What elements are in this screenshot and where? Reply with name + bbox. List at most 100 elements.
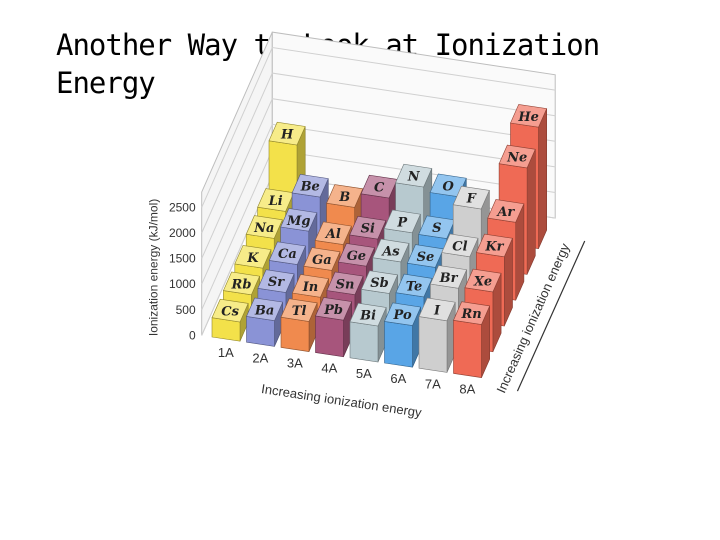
bar-top [453,301,491,325]
bar-ba: Ba [246,297,284,347]
element-symbol: In [302,280,319,295]
bar-top [245,215,283,239]
bar-pb: Pb [315,297,353,358]
element-symbol: Ba [254,303,274,318]
element-symbol: Cl [452,239,467,254]
bar-top [429,265,468,289]
bar-top [268,121,306,146]
bar-top [464,268,502,293]
element-symbol: Ca [278,247,297,262]
y-tick-label: 500 [176,303,196,317]
group-label: 1A [218,345,234,360]
element-symbol: K [246,251,259,266]
bar-front [453,319,482,378]
bar-top [337,243,375,267]
y-tick-label: 0 [189,328,196,342]
element-symbol: Pb [323,303,343,318]
bar-top [257,269,295,293]
element-symbol: Ne [506,150,527,165]
group-label: 8A [459,381,475,396]
bar-front [315,315,344,358]
bar-top [360,270,399,294]
element-symbol: I [433,303,441,318]
bar-top [418,297,456,322]
gridline [201,123,556,285]
y-tick-label: 1500 [169,252,196,266]
bar-tl: Tl [280,298,318,352]
bar-top [395,273,433,298]
bar-top [395,163,433,188]
group-label: 7A [425,376,441,391]
bar-top [429,173,467,198]
y-axis: 0 500 1000 1500 2000 2500 Ionization energy (k… [147,199,196,343]
bar-top [349,302,387,327]
bar-top [384,302,422,326]
bar-top [372,238,410,263]
bar-top [452,185,490,210]
bar-top [475,233,513,258]
bar-top [291,173,329,198]
bar-top [234,245,272,269]
element-symbol: H [280,128,294,143]
bar-top [268,241,306,265]
element-symbol: Al [324,227,341,242]
bar-top [510,104,548,128]
bar-top [314,221,352,245]
bar-top [487,199,525,223]
element-symbol: Sn [336,277,355,292]
bar-top [441,233,479,258]
group-label: 5A [356,366,372,381]
element-symbol: As [380,245,400,260]
element-symbol: Sr [268,275,285,290]
element-symbol: Rb [231,277,252,292]
bar-top [280,208,318,232]
bar-top [326,271,364,296]
element-symbol: Ar [495,205,515,220]
element-symbol: F [466,192,477,207]
bar-top [383,209,421,234]
element-symbol: Rn [460,307,481,322]
bar-top [326,184,364,208]
bar-bi: Bi [349,302,387,363]
group-label: 4A [321,361,337,376]
bar-i: I [418,297,456,373]
bar-front [418,316,448,373]
element-symbol: Na [253,221,274,236]
element-symbol: C [374,181,385,196]
bar-top [222,271,261,296]
bar-cs: Cs [211,298,249,342]
y-tick-label: 2500 [169,200,196,214]
bar-top [291,274,330,298]
element-symbol: Br [439,271,459,286]
element-symbol: Si [361,222,375,237]
y-tick-label: 1000 [169,277,196,291]
element-symbol: Xe [473,275,492,290]
chart-bars: H He Li Be B C N O Ne Na Mg Al Si P S F Ar K Ca Ga Ge As Se Cl K… [211,104,548,378]
element-symbol: Li [268,194,283,209]
gridline [201,46,556,208]
element-symbol: Cs [221,305,239,320]
element-symbol: Te [406,280,422,295]
element-symbol: O [443,179,455,194]
bar-front [384,321,413,368]
element-symbol: Po [393,308,412,323]
bar-front [349,321,379,363]
element-symbol: Ge [347,249,366,264]
x-axis-label: Increasing ionization energy [260,381,423,420]
bar-front [246,316,275,347]
depth-axis-arrow [516,240,586,392]
element-symbol: Mg [286,214,310,229]
element-symbol: Se [417,250,435,265]
group-label: 3A [287,355,303,370]
group-label: 6A [390,371,406,386]
element-symbol: Be [300,180,320,195]
bar-top [315,297,353,321]
bar-top [280,298,318,322]
bar-rn: Rn [453,301,491,378]
element-symbol: Bi [359,309,376,324]
element-symbol: Ga [312,253,332,268]
bar-side [538,108,548,249]
gridline [201,72,556,234]
group-label: 2A [252,350,268,365]
